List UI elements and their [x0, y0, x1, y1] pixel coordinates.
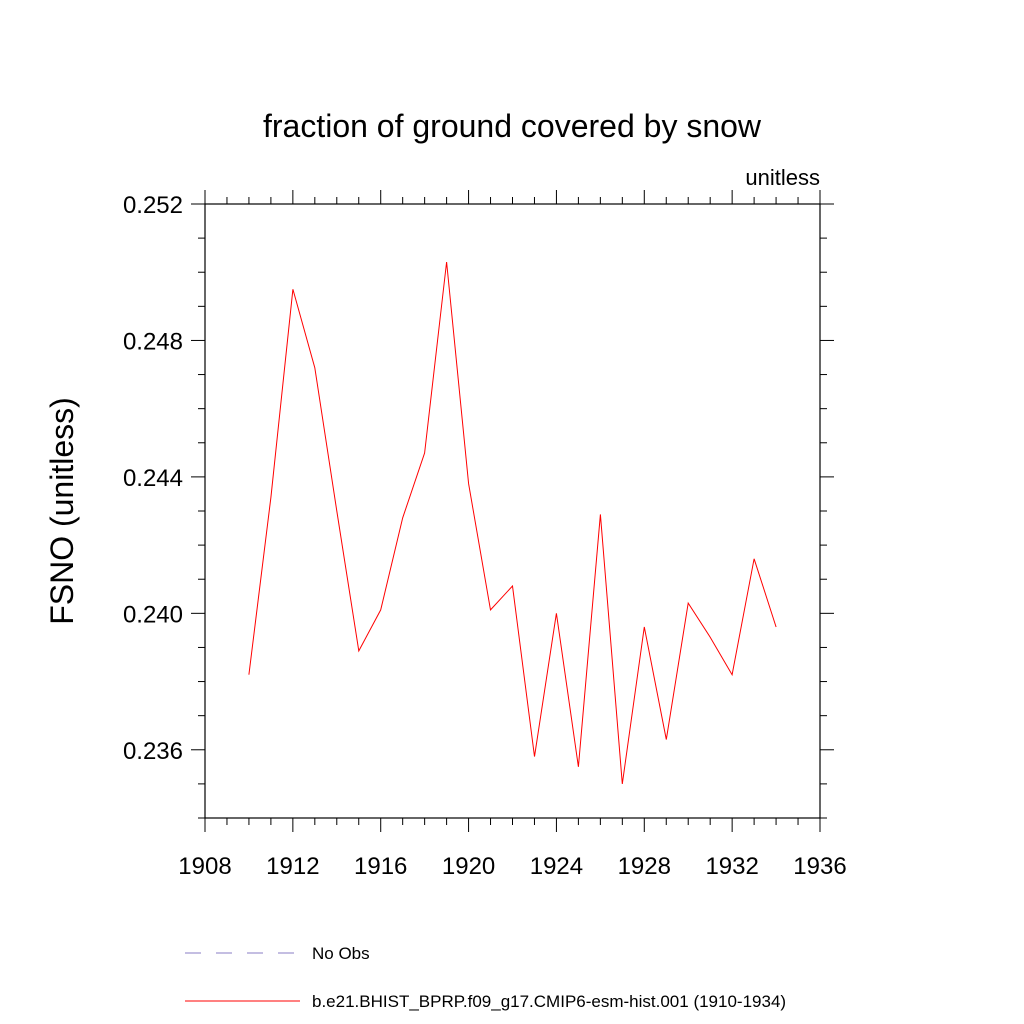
x-tick-label: 1936: [793, 853, 846, 880]
plot-frame: [204, 203, 821, 819]
y-axis-label: FSNO (unitless): [44, 397, 80, 625]
y-tick-label: 0.240: [123, 601, 183, 628]
y-tick-label: 0.236: [123, 738, 183, 765]
legend-label-model-run: b.e21.BHIST_BPRP.f09_g17.CMIP6-esm-hist.…: [312, 992, 786, 1011]
y-tick-label: 0.252: [123, 192, 183, 219]
series-layer: [248, 261, 777, 784]
x-tick-label: 1912: [266, 853, 319, 880]
axis-tick-labels: 0.236 0.240 0.244 0.248 0.252 1908 1912 1916 192…: [123, 192, 847, 880]
x-tick-label: 1924: [530, 853, 583, 880]
y-tick-label: 0.244: [123, 465, 183, 492]
x-tick-label: 1916: [354, 853, 407, 880]
series-line: [248, 261, 777, 784]
units-label: unitless: [745, 165, 820, 190]
chart-title: fraction of ground covered by snow: [263, 108, 762, 144]
x-tick-label: 1932: [705, 853, 758, 880]
x-tick-label: 1908: [178, 853, 231, 880]
y-tick-label: 0.248: [123, 328, 183, 355]
x-tick-label: 1920: [442, 853, 495, 880]
legend: No Obs b.e21.BHIST_BPRP.f09_g17.CMIP6-es…: [185, 944, 786, 1011]
axis-ticks: [191, 190, 834, 832]
x-tick-label: 1928: [618, 853, 671, 880]
legend-label-no-obs: No Obs: [312, 944, 370, 963]
